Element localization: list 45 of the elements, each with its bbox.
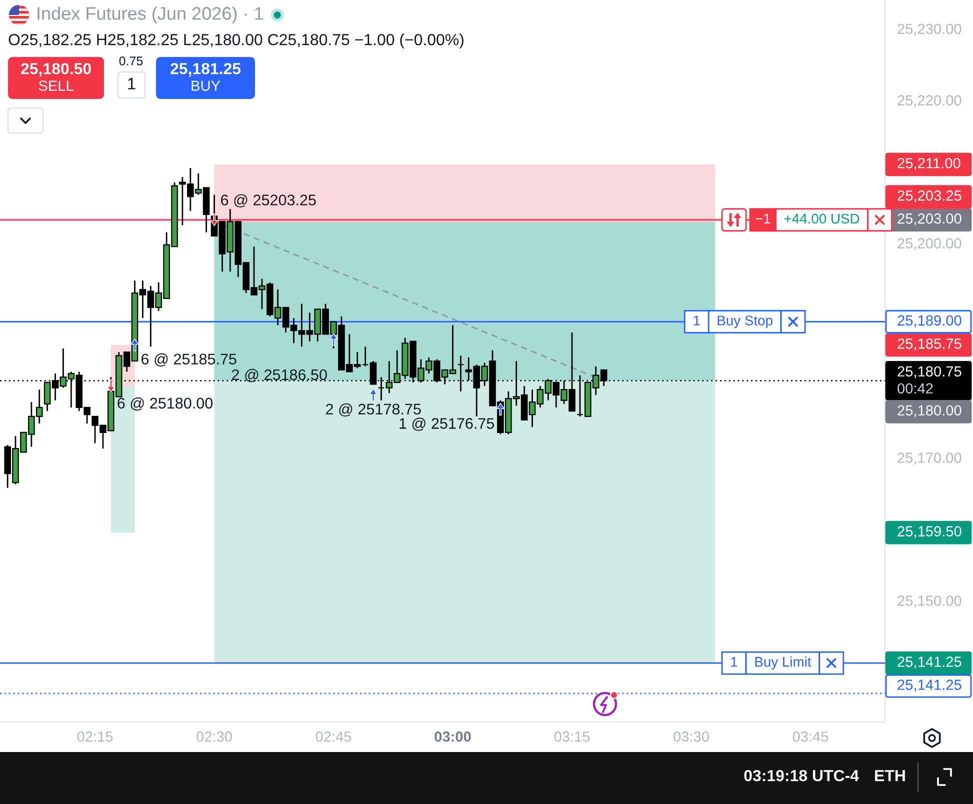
data-label: 2 @ 25178.75 xyxy=(326,403,421,417)
text: 03:19:18 UTC-4 xyxy=(744,770,859,782)
annotation: 25,180.50 xyxy=(21,62,91,77)
annotation: 0.75 xyxy=(119,56,143,66)
annotation: Buy Stop xyxy=(718,316,772,328)
text: 25,185.75 xyxy=(898,338,962,351)
annotation: 1 xyxy=(128,78,136,90)
ref-line-label: 25,189.00 xyxy=(898,315,962,328)
x-tick-label: 03:15 xyxy=(554,731,590,742)
text: 25,159.50 xyxy=(898,526,962,538)
annotation: 1 xyxy=(731,657,738,667)
x-tick-label: 03:45 xyxy=(792,731,828,742)
chart-title: Index Futures (Jun 2026) · 1 xyxy=(38,6,263,24)
text: 25,203.00 xyxy=(898,213,962,226)
y-tick-label: 25,200.00 xyxy=(898,238,962,250)
text: ETH xyxy=(875,770,905,782)
y-tick-label: 25,230.00 xyxy=(898,24,962,36)
data-label: 6 @ 25203.25 xyxy=(221,194,316,208)
x-tick-label: 02:30 xyxy=(196,731,232,742)
y-tick-label: 25,220.00 xyxy=(898,95,962,108)
data-label: 1 @ 25176.75 xyxy=(400,418,494,431)
data-label: 6 @ 25180.00 xyxy=(118,397,213,411)
x-tick-label: 03:00 xyxy=(434,731,471,742)
text: 00:42 xyxy=(898,383,933,394)
x-tick-label: 02:45 xyxy=(316,731,352,742)
annotation: Buy Limit xyxy=(755,656,812,670)
y-tick-label: 25,150.00 xyxy=(898,596,962,608)
data-label: 6 @ 25185.75 xyxy=(142,353,236,366)
annotation: +44.00 USD xyxy=(784,214,860,224)
y-tick-label: 25,170.00 xyxy=(898,452,962,465)
x-tick-label: 03:30 xyxy=(674,731,709,742)
annotation: 1 xyxy=(694,316,700,326)
ref-line-label: 25,203.25 xyxy=(898,190,962,202)
ref-line-label: 25,141.25 xyxy=(898,680,962,692)
x-tick-label: 02:15 xyxy=(77,731,113,742)
text: 25,141.25 xyxy=(898,656,962,669)
text: 25,180.00 xyxy=(898,405,962,418)
annotation: O25,182.25 H25,182.25 L25,180.00 C25,180.75 −1.00 (−0.00%) xyxy=(8,34,464,48)
data-label: 2 @ 25186.50 xyxy=(232,368,327,382)
ref-line-label: 25,180.75 xyxy=(898,366,962,378)
annotation: −1 xyxy=(756,214,770,224)
annotation: BUY xyxy=(192,80,220,91)
annotation: SELL xyxy=(38,80,74,91)
text: 25,211.00 xyxy=(898,158,960,170)
annotation: 25,181.25 xyxy=(170,62,241,77)
